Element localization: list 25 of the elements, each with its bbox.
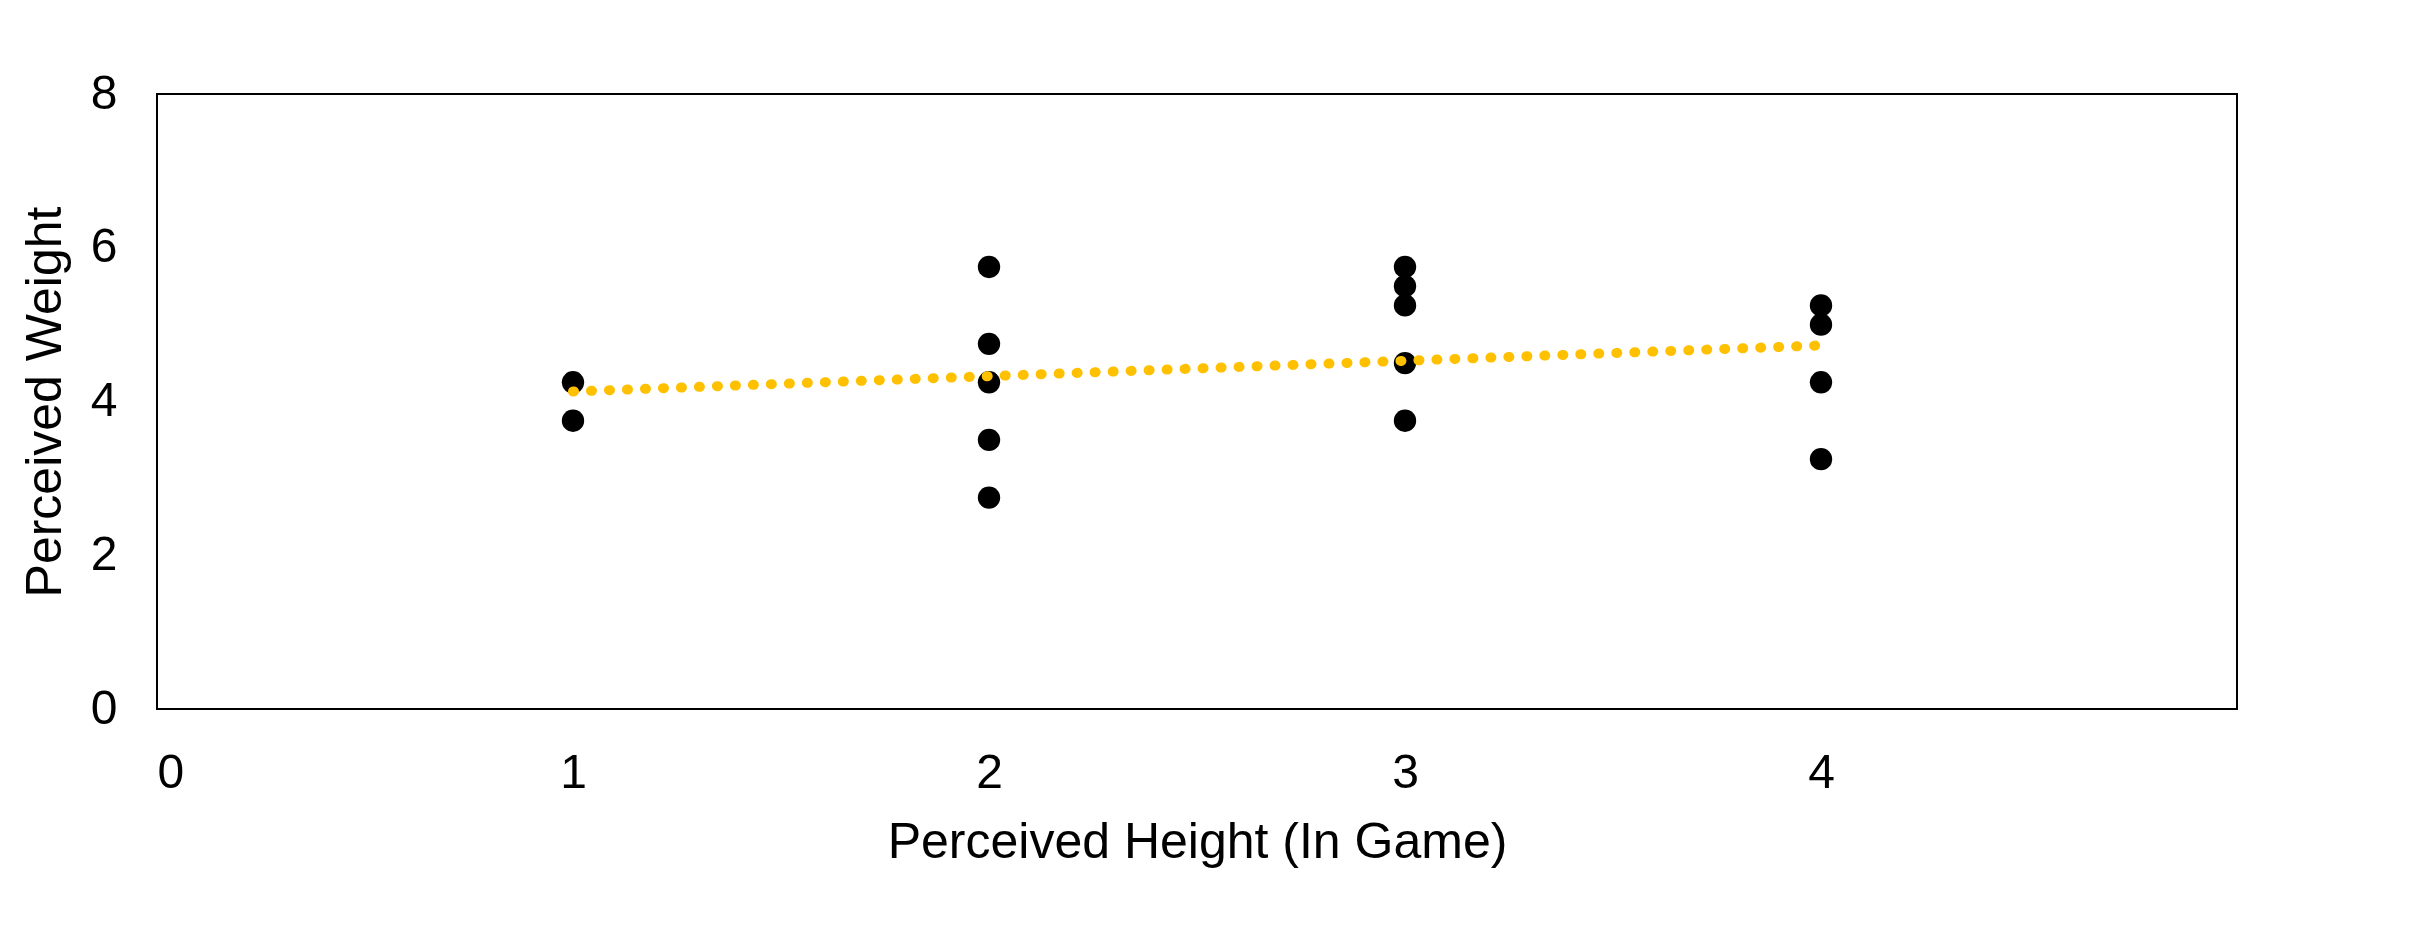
point	[1809, 313, 1833, 336]
x-tick-label: 1	[560, 744, 587, 798]
x-tick-label: 3	[1392, 744, 1419, 798]
point	[977, 428, 1001, 452]
point	[1809, 294, 1833, 317]
x-tick-label: 2	[976, 744, 1003, 798]
point	[977, 486, 1001, 509]
y-tick-label: 8	[90, 65, 118, 119]
point	[977, 255, 1001, 279]
point	[1393, 255, 1417, 279]
point	[1393, 294, 1417, 317]
y-tick-label: 2	[90, 526, 118, 580]
y-axis-title: Perceived Weight	[15, 206, 72, 598]
y-tick-label: 0	[90, 680, 118, 734]
x-tick-label: 4	[1808, 744, 1835, 798]
point	[1809, 448, 1833, 471]
point	[1393, 409, 1417, 432]
y-tick-label: 6	[90, 219, 118, 273]
point	[977, 332, 1001, 355]
x-axis-title: Perceived Height (In Game)	[887, 812, 1508, 869]
x-tick-label: 0	[157, 744, 185, 798]
point	[1809, 371, 1833, 394]
point	[1393, 275, 1417, 298]
y-tick-label: 4	[90, 373, 118, 426]
point	[561, 409, 585, 432]
